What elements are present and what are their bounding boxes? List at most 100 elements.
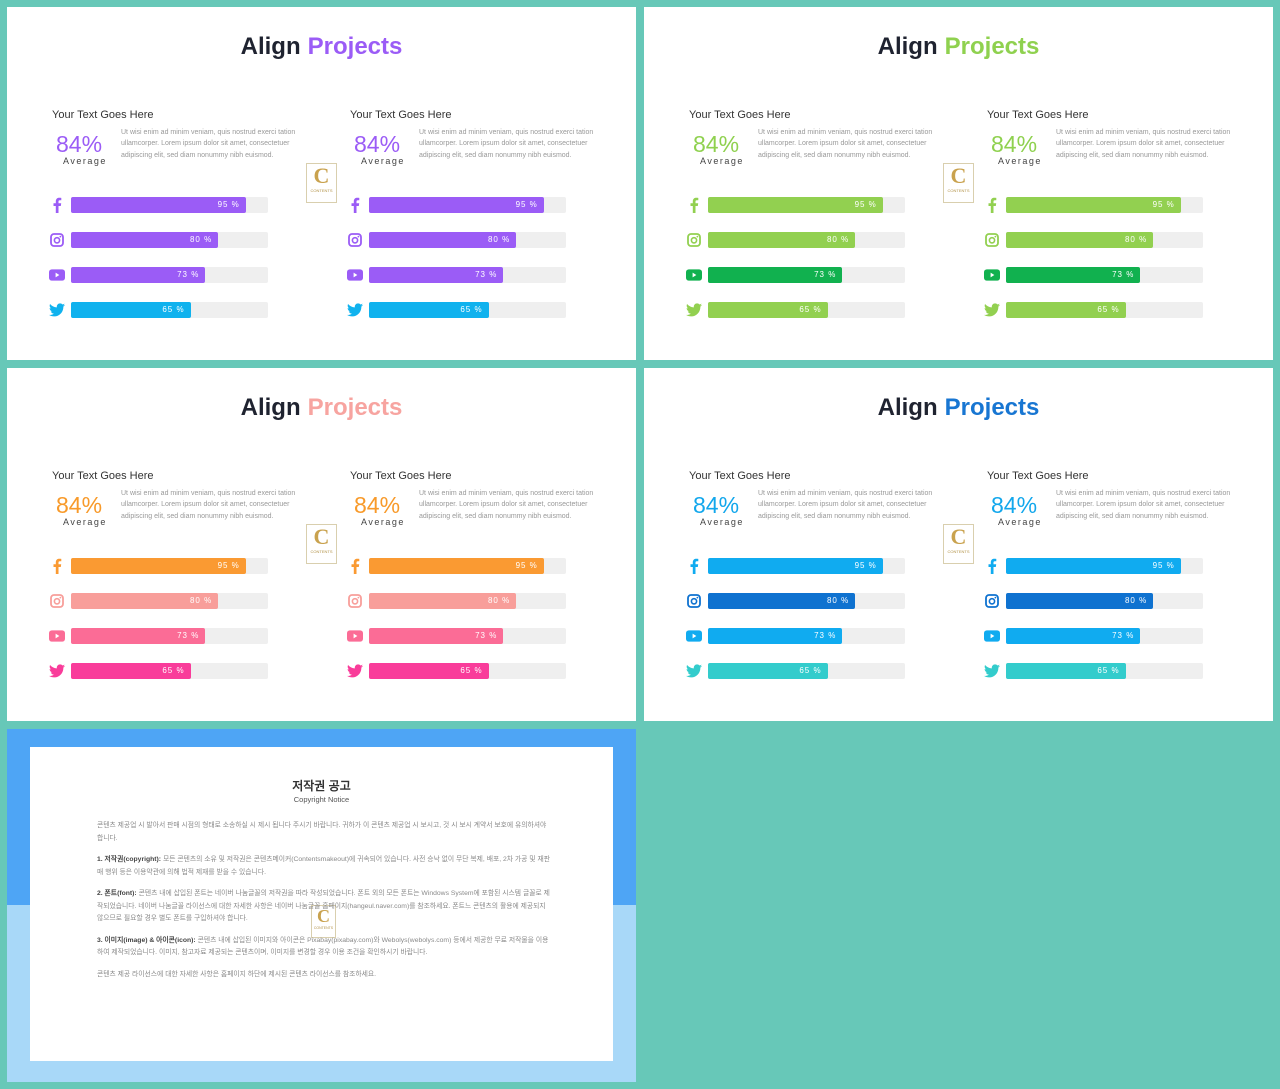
instagram-icon xyxy=(49,593,65,609)
youtube-icon xyxy=(984,628,1000,644)
progress-label: 65 % xyxy=(460,666,483,675)
contents-logo: C CONTENTS xyxy=(306,163,337,203)
panel-description: Ut wisi enim ad minim veniam, quis nostr… xyxy=(419,490,594,520)
facebook-icon xyxy=(347,558,363,574)
progress-fill: 73 % xyxy=(1006,628,1141,644)
panel-subhead: Your Text Goes Here xyxy=(689,109,791,121)
facebook-icon xyxy=(49,197,65,213)
progress-label: 95 % xyxy=(1152,561,1175,570)
progress-label: 95 % xyxy=(217,200,240,209)
progress-track: 65 % xyxy=(369,302,566,318)
twitter-icon xyxy=(984,302,1000,318)
stat-row: 73 % xyxy=(347,266,577,284)
progress-label: 73 % xyxy=(1112,631,1135,640)
average-label: Average xyxy=(63,156,107,166)
progress-fill: 95 % xyxy=(708,558,883,574)
youtube-icon xyxy=(49,267,65,283)
progress-label: 80 % xyxy=(487,235,511,244)
slide-purple: Align Projects Your Text Goes Here 84% Avera… xyxy=(7,7,636,360)
stats-panel-left: Your Text Goes Here 84% Average Ut wisi eni… xyxy=(49,7,329,360)
progress-fill: 65 % xyxy=(708,302,828,318)
progress-label: 65 % xyxy=(1097,305,1120,314)
progress-label: 73 % xyxy=(475,270,498,279)
progress-fill: 80 % xyxy=(71,593,219,609)
progress-track: 80 % xyxy=(1006,593,1203,609)
progress-fill: 65 % xyxy=(369,663,489,679)
slide-green: Align Projects Your Text Goes Here 84% Avera… xyxy=(644,7,1273,360)
progress-label: 65 % xyxy=(799,305,822,314)
progress-fill: 95 % xyxy=(369,197,544,213)
twitter-icon xyxy=(686,663,702,679)
progress-label: 65 % xyxy=(162,666,185,675)
stat-row: 73 % xyxy=(686,627,916,645)
stat-row: 73 % xyxy=(49,266,279,284)
contents-logo: C CONTENTS xyxy=(943,163,974,203)
stat-row: 80 % xyxy=(347,231,577,249)
progress-label: 80 % xyxy=(189,596,213,605)
instagram-icon xyxy=(984,593,1000,609)
progress-track: 73 % xyxy=(708,628,905,644)
notice-intro: 콘텐츠 제공업 시 발아서 판매 시점의 형태로 소송하실 시 제시 됩니다 주… xyxy=(97,822,547,842)
notice-image: 3. 이미지(image) & 아이콘(icon): 콘텐츠 내에 삽입된 이미… xyxy=(97,936,549,957)
progress-fill: 73 % xyxy=(1006,267,1141,283)
progress-fill: 65 % xyxy=(708,663,828,679)
progress-label: 95 % xyxy=(515,200,538,209)
title-word: Align xyxy=(877,394,938,421)
title-word: Align xyxy=(240,33,301,60)
slide-blue: Align Projects Your Text Goes Here 84% Avera… xyxy=(644,368,1273,721)
stats-panel-right: Your Text Goes Here 84% Average Ut wisi eni… xyxy=(984,368,1264,721)
progress-label: 65 % xyxy=(799,666,822,675)
progress-track: 65 % xyxy=(1006,663,1203,679)
average-percent: 84% xyxy=(693,492,740,518)
contents-logo: C CONTENTS xyxy=(943,524,974,564)
facebook-icon xyxy=(49,558,65,574)
panel-subhead: Your Text Goes Here xyxy=(689,470,791,482)
average-label: Average xyxy=(700,517,744,527)
progress-fill: 80 % xyxy=(708,593,856,609)
instagram-icon xyxy=(49,232,65,248)
notice-font: 2. 폰트(font): 콘텐츠 내에 삽입된 폰트는 네이버 나눔글꼴의 저작… xyxy=(97,890,550,922)
progress-label: 73 % xyxy=(814,270,837,279)
panel-subhead: Your Text Goes Here xyxy=(350,109,452,121)
instagram-icon xyxy=(984,232,1000,248)
panel-subhead: Your Text Goes Here xyxy=(987,470,1089,482)
progress-track: 95 % xyxy=(708,197,905,213)
progress-fill: 65 % xyxy=(1006,663,1126,679)
progress-track: 95 % xyxy=(369,197,566,213)
progress-label: 65 % xyxy=(460,305,483,314)
progress-label: 65 % xyxy=(1097,666,1120,675)
progress-label: 80 % xyxy=(826,235,850,244)
progress-track: 65 % xyxy=(71,663,268,679)
stats-panel-right: Your Text Goes Here 84% Average Ut wisi eni… xyxy=(347,7,627,360)
progress-fill: 65 % xyxy=(369,302,489,318)
progress-track: 73 % xyxy=(71,628,268,644)
progress-track: 80 % xyxy=(71,232,268,248)
stat-row: 65 % xyxy=(984,662,1214,680)
notice-title: 저작권 공고 xyxy=(292,779,351,793)
progress-fill: 95 % xyxy=(369,558,544,574)
progress-label: 65 % xyxy=(162,305,185,314)
progress-fill: 73 % xyxy=(708,628,843,644)
stat-row: 80 % xyxy=(49,231,279,249)
notice-subtitle: Copyright Notice xyxy=(293,795,350,804)
progress-label: 80 % xyxy=(826,596,850,605)
slide-title: Align Projects xyxy=(7,394,636,422)
progress-track: 80 % xyxy=(1006,232,1203,248)
stat-row: 73 % xyxy=(347,627,577,645)
progress-fill: 73 % xyxy=(71,267,206,283)
slide-title: Align Projects xyxy=(7,33,636,61)
panel-description: Ut wisi enim ad minim veniam, quis nostr… xyxy=(121,490,296,520)
progress-fill: 65 % xyxy=(71,302,191,318)
progress-track: 95 % xyxy=(1006,197,1203,213)
progress-label: 73 % xyxy=(1112,270,1135,279)
panel-subhead: Your Text Goes Here xyxy=(52,109,154,121)
youtube-icon xyxy=(686,267,702,283)
progress-fill: 95 % xyxy=(708,197,883,213)
stat-row: 95 % xyxy=(347,196,577,214)
stat-row: 80 % xyxy=(686,592,916,610)
contents-logo: C CONTENTS xyxy=(306,524,337,564)
average-label: Average xyxy=(361,517,405,527)
youtube-icon xyxy=(984,267,1000,283)
stats-panel-right: Your Text Goes Here 84% Average Ut wisi eni… xyxy=(984,7,1264,360)
progress-track: 73 % xyxy=(1006,267,1203,283)
